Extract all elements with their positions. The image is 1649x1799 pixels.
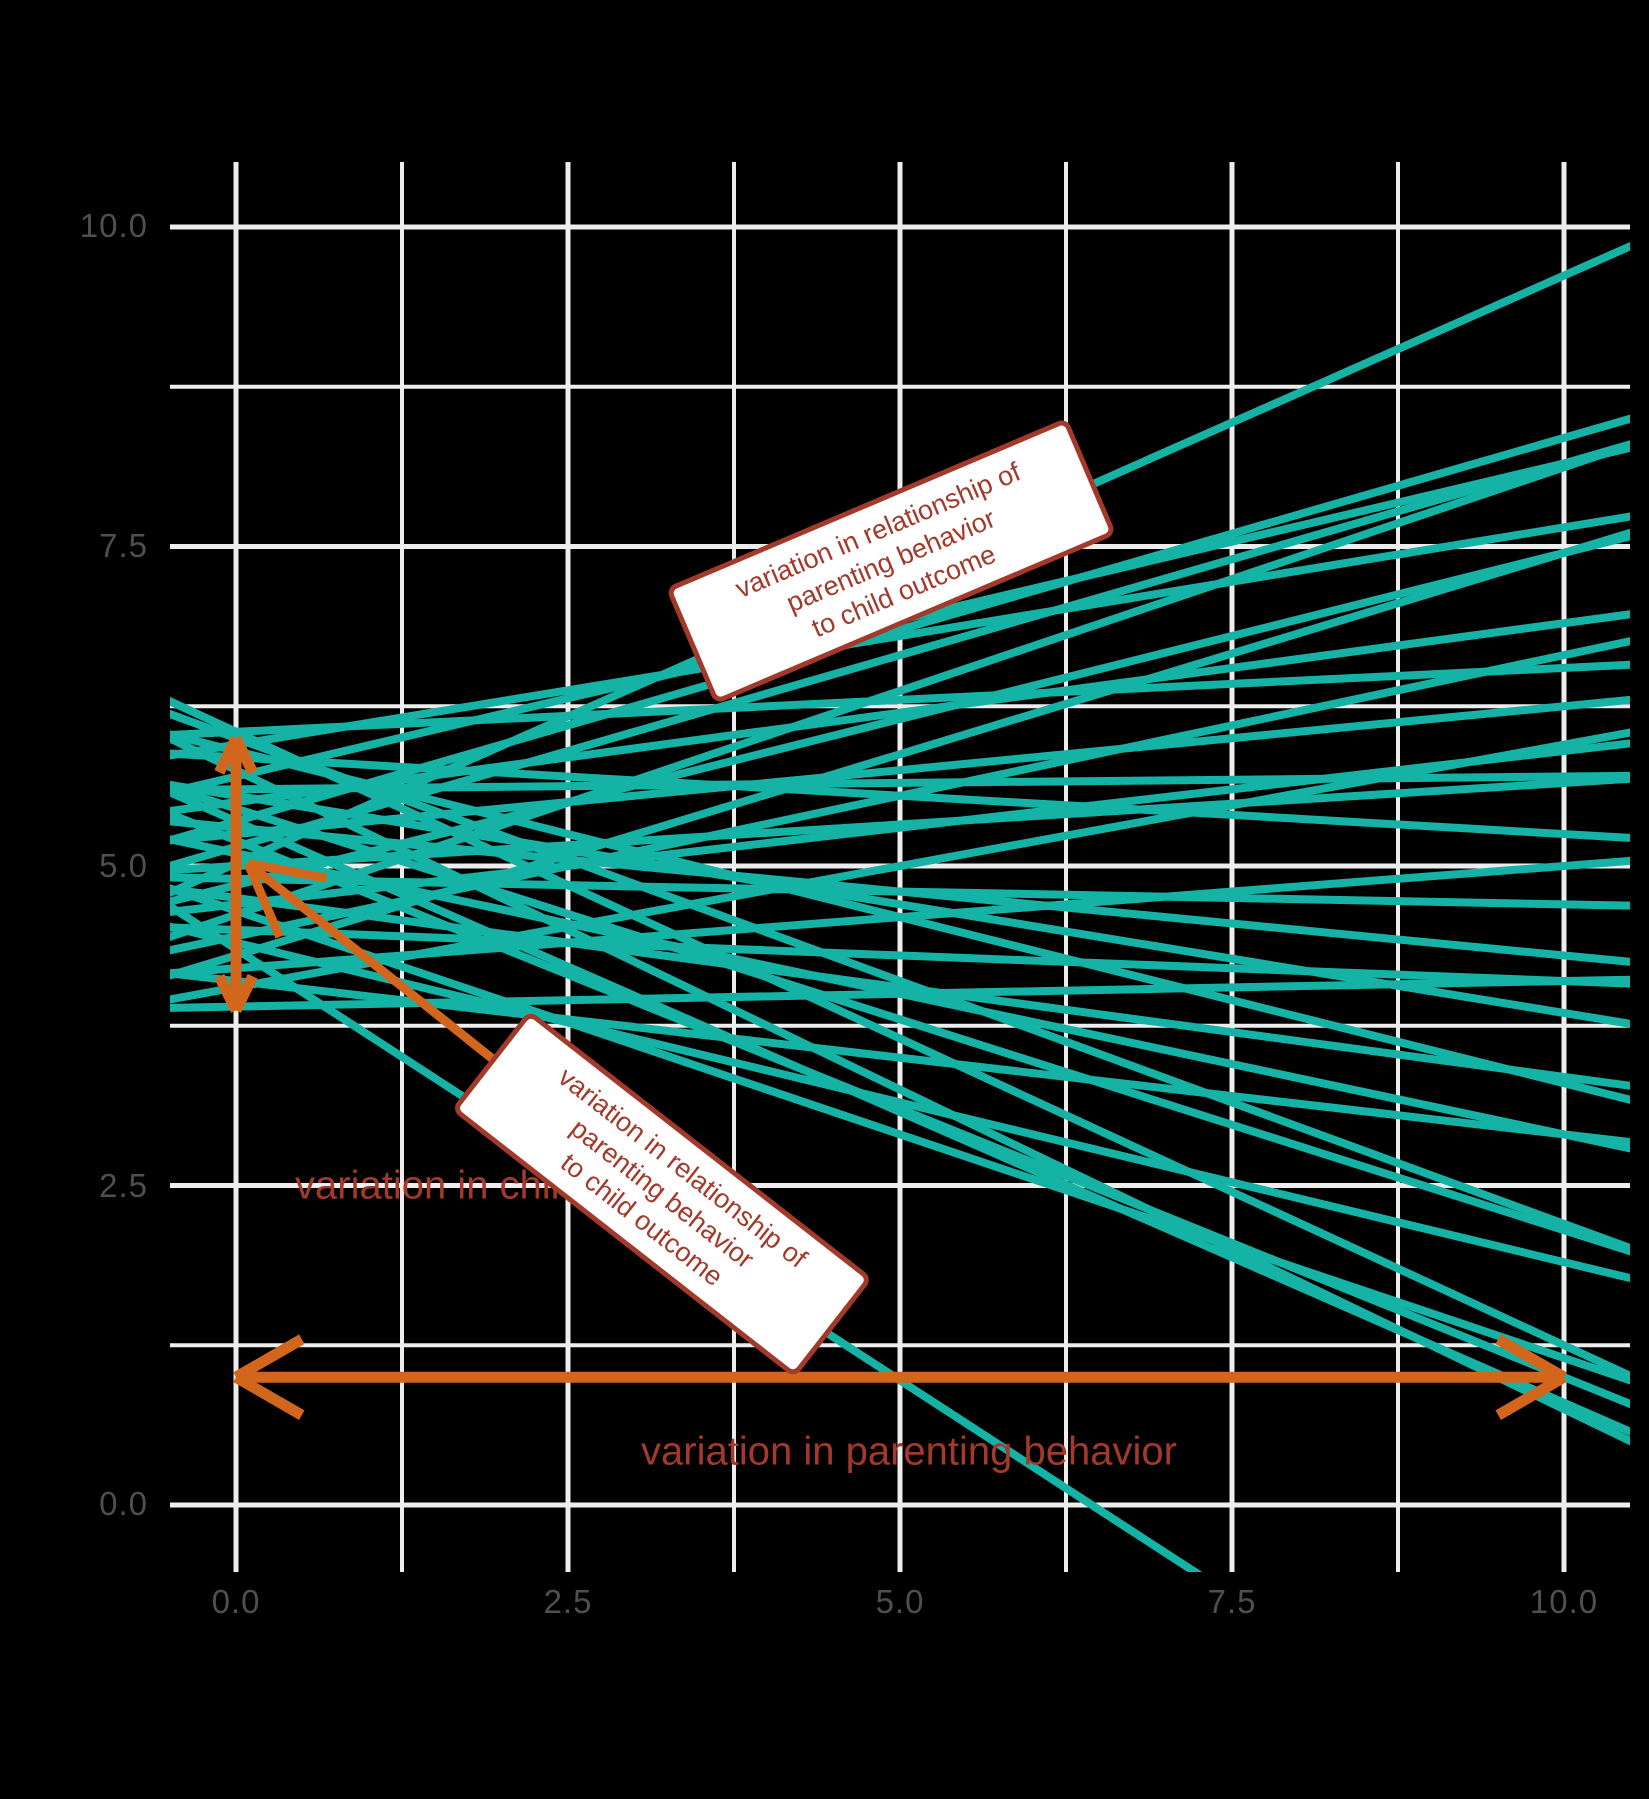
y-tick-2-5: 2.5 (99, 1167, 148, 1205)
x-tick-5: 5.0 (875, 1583, 925, 1620)
x-tick-10: 10.0 (1529, 1583, 1599, 1620)
x-tick-0: 0.0 (211, 1583, 261, 1620)
x-tick-7-5: 7.5 (1207, 1583, 1257, 1620)
y-tick-0: 0.0 (99, 1485, 148, 1523)
parenting-range-arrow (233, 1334, 1567, 1420)
child-outcome-range-arrow (214, 735, 258, 1013)
x-tick-2-5: 2.5 (543, 1583, 593, 1620)
y-tick-5: 5.0 (99, 847, 148, 885)
y-tick-7-5: 7.5 (99, 527, 148, 565)
y-tick-10: 10.0 (79, 207, 148, 245)
parenting-behavior-label: variation in parenting behavior (641, 1429, 1177, 1474)
